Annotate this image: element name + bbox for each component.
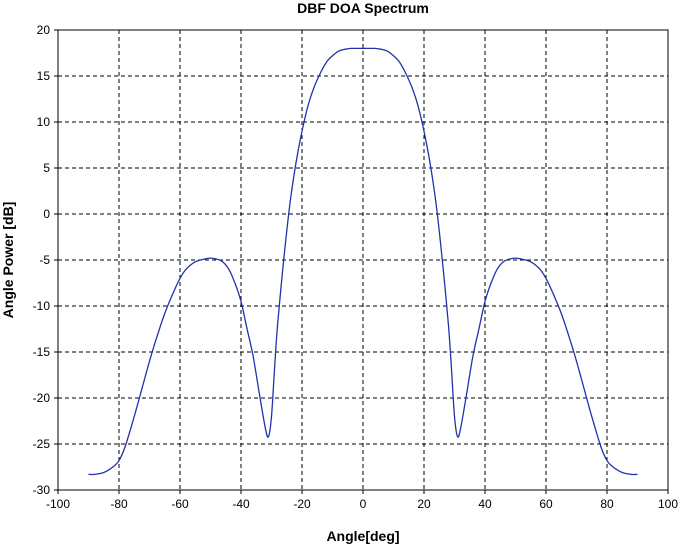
x-tick-label: 40 — [478, 497, 492, 511]
y-tick-label: -15 — [33, 345, 51, 359]
x-tick-label: 0 — [360, 497, 367, 511]
y-tick-label: 15 — [37, 69, 51, 83]
series-line — [88, 47, 638, 476]
ticks: -100 -80 -60 -40 -20 0 20 40 60 80 100 20 15 10 5 0 -5 -1… — [33, 23, 679, 511]
y-tick-label: 10 — [37, 115, 51, 129]
x-tick-label: 80 — [600, 497, 614, 511]
x-tick-label: 20 — [417, 497, 431, 511]
plot-frame — [57, 29, 669, 491]
x-tick-label: -100 — [46, 497, 70, 511]
y-tick-label: 0 — [43, 207, 50, 221]
x-tick-label: 100 — [658, 497, 678, 511]
y-tick-label: -20 — [33, 391, 51, 405]
x-axis-label: Angle[deg] — [326, 528, 399, 544]
y-tick-label: -25 — [33, 437, 51, 451]
x-tick-label: 60 — [539, 497, 553, 511]
y-axis-label: Angle Power [dB] — [0, 202, 16, 319]
x-tick-label: -80 — [110, 497, 128, 511]
y-tick-label: 5 — [43, 161, 50, 175]
grid — [58, 30, 668, 490]
plot-series — [88, 47, 638, 476]
x-tick-label: -40 — [232, 497, 250, 511]
x-tick-label: -20 — [293, 497, 311, 511]
x-tick-label: -60 — [171, 497, 189, 511]
y-tick-label: -5 — [39, 253, 50, 267]
chart-title: DBF DOA Spectrum — [297, 0, 429, 16]
y-tick-label: 20 — [37, 23, 51, 37]
y-tick-label: -10 — [33, 299, 51, 313]
y-tick-label: -30 — [33, 483, 51, 497]
